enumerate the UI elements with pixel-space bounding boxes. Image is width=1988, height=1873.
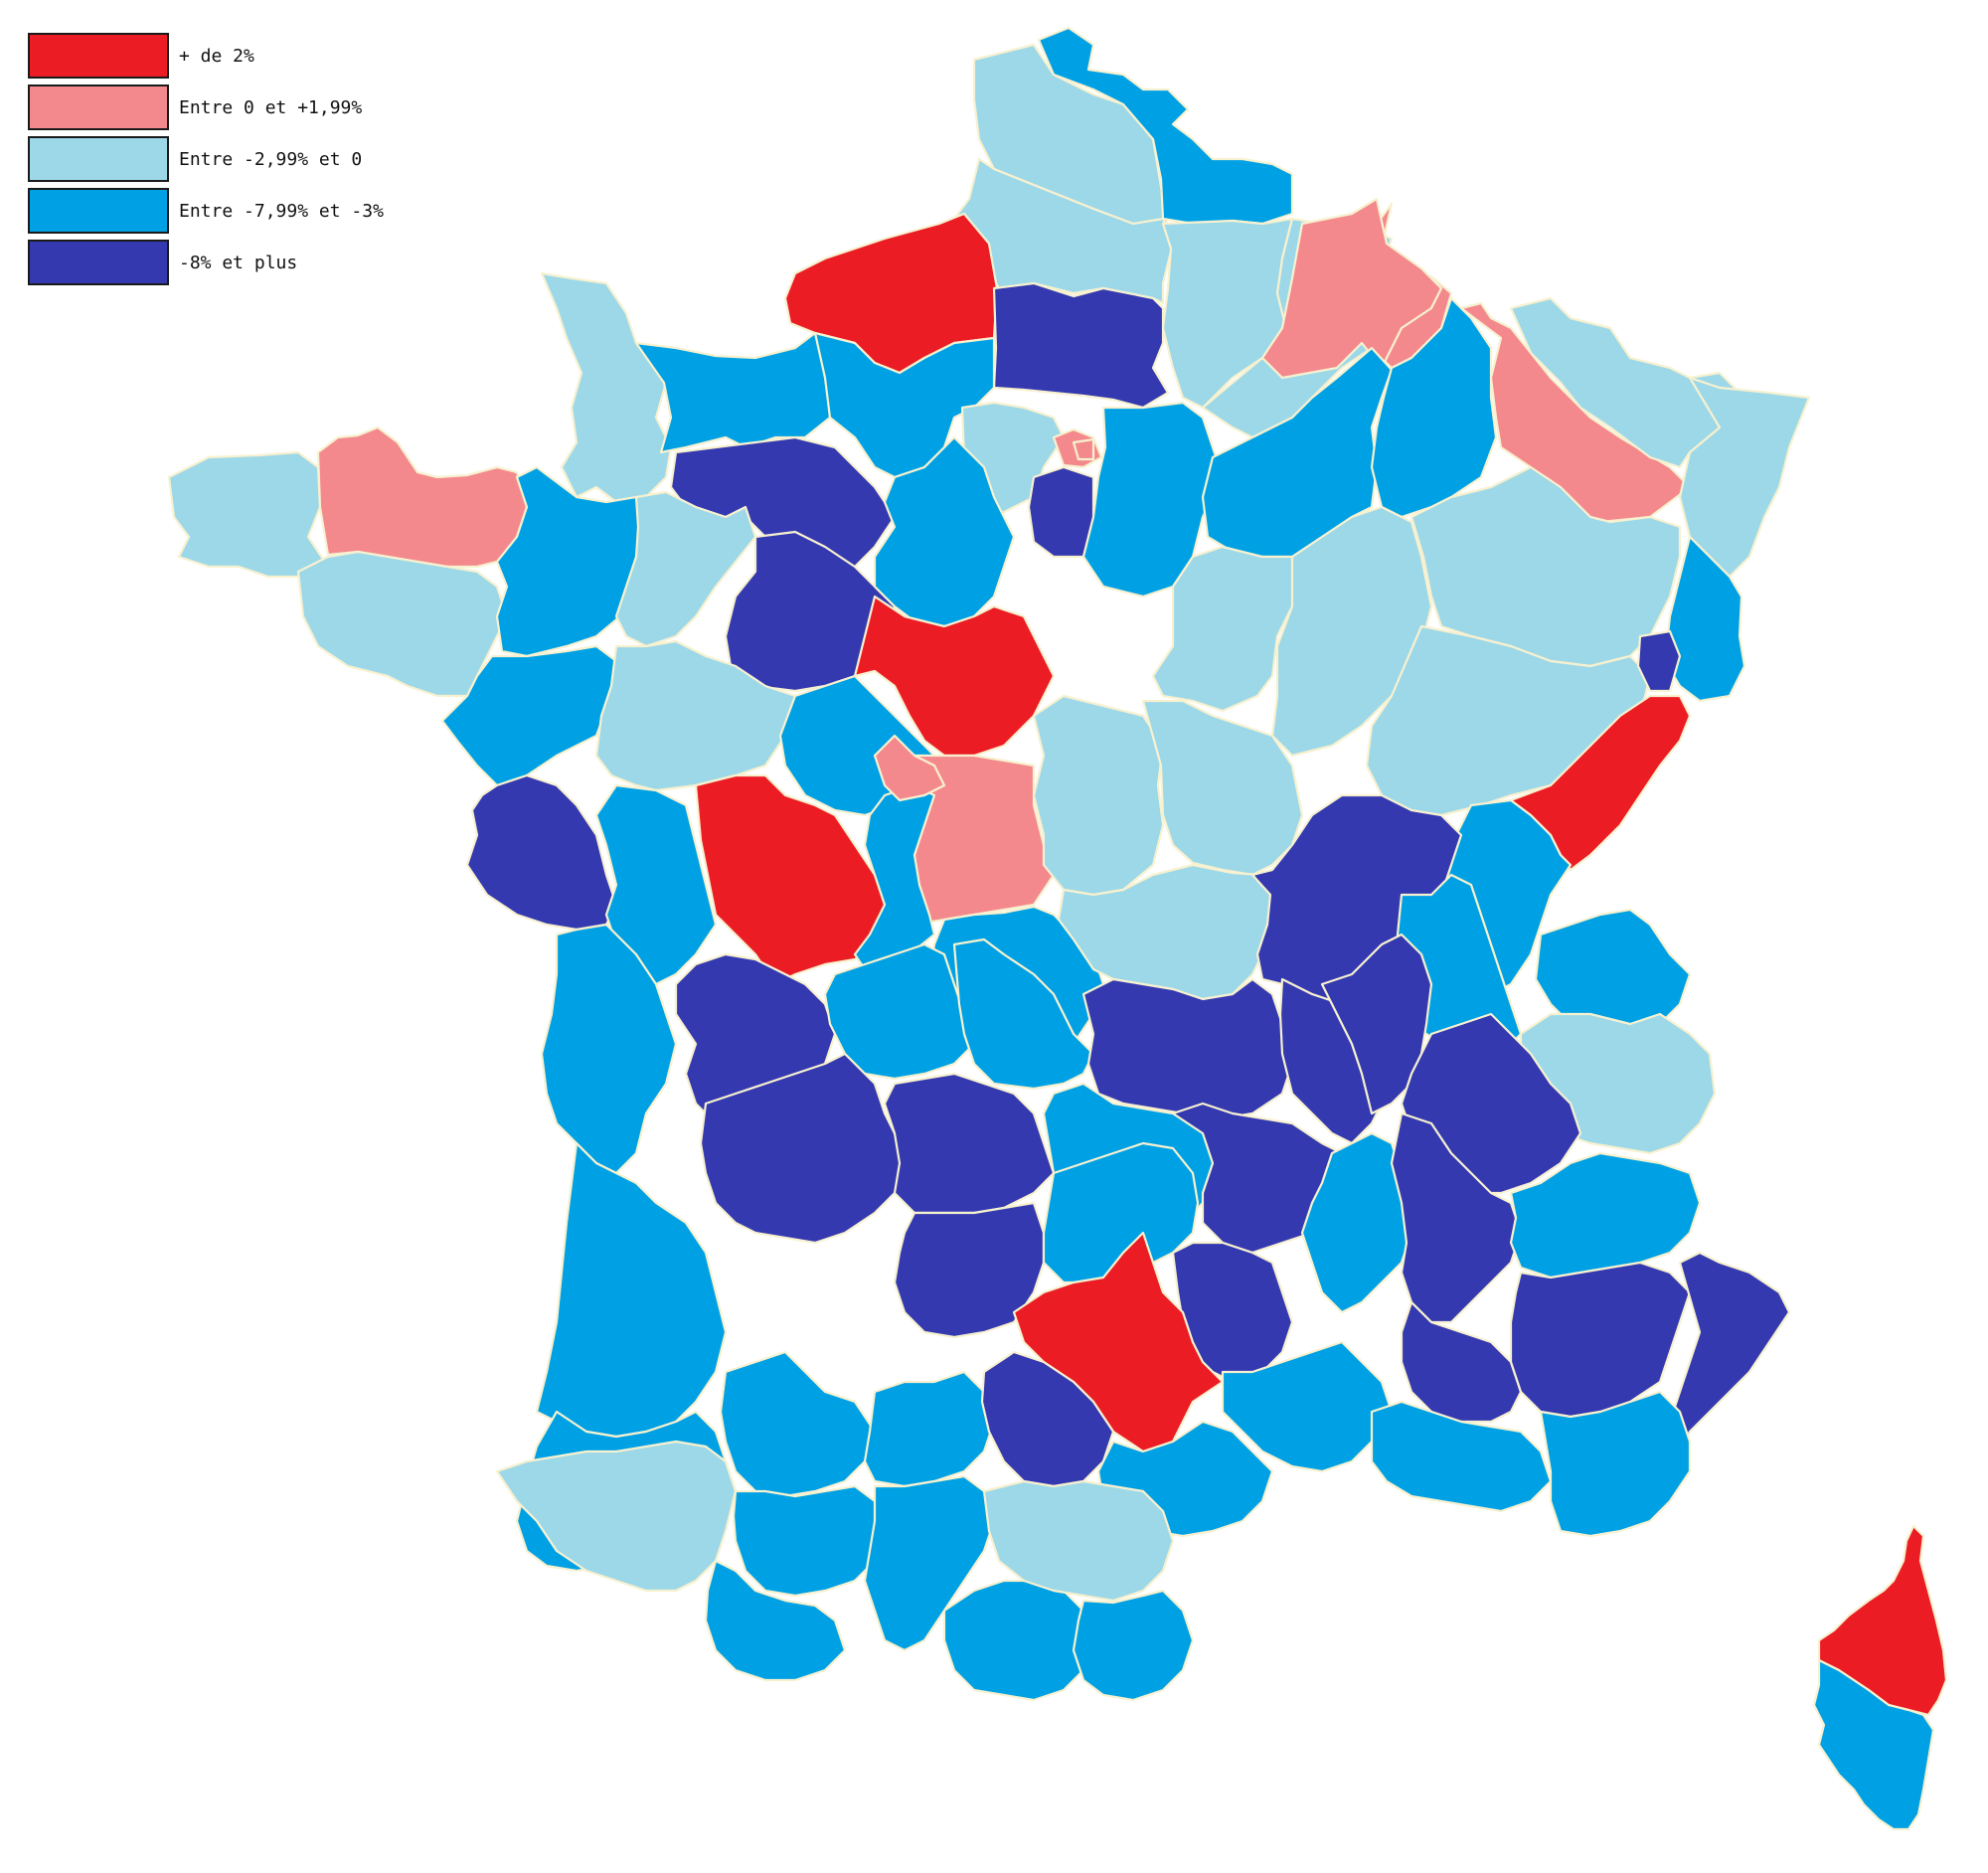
legend-swatch-0to2 [28, 85, 169, 130]
dept-ardennes-main[interactable] [1260, 197, 1443, 380]
dept-meurthe-et-moselle[interactable] [1459, 301, 1692, 529]
dept-pyrenees-atlantiques[interactable] [495, 1440, 738, 1593]
dept-vosges[interactable] [1409, 465, 1682, 668]
map-legend: + de 2% Entre 0 et +1,99% Entre -2,99% e… [28, 30, 384, 288]
dept-essonne[interactable] [1027, 465, 1095, 559]
dept-meuse[interactable] [1370, 296, 1498, 519]
dept-gers[interactable] [732, 1484, 887, 1598]
legend-swatch-m8plus [28, 240, 169, 285]
dept-creuse[interactable] [952, 937, 1095, 1091]
dept-eure-et-loir[interactable] [873, 435, 1016, 628]
dept-ardeche[interactable] [1300, 1131, 1413, 1314]
dept-mayenne[interactable] [614, 490, 757, 648]
legend-swatch-m3to0 [28, 136, 169, 182]
dept-corse-du-sud[interactable] [1812, 1658, 1935, 1831]
dept-pyrenees-orientales[interactable] [1072, 1589, 1195, 1702]
dept-charente-maritime[interactable] [540, 923, 678, 1175]
dept-haute-vienne[interactable] [823, 942, 976, 1081]
legend-item-m8plus: -8% et plus [28, 237, 384, 288]
dept-ariege[interactable] [942, 1579, 1095, 1702]
legend-label-m8plus: -8% et plus [179, 252, 298, 273]
dept-ille-et-vilaine[interactable] [495, 465, 643, 658]
dept-hautes-alpes[interactable] [1509, 1151, 1702, 1279]
dept-alpes-maritimes[interactable] [1668, 1251, 1791, 1453]
dept-somme[interactable] [1161, 217, 1294, 410]
legend-item-0to2: Entre 0 et +1,99% [28, 82, 384, 133]
dept-bas-rhin[interactable] [1678, 376, 1811, 579]
dept-finistere[interactable] [167, 450, 330, 579]
dept-cote-d-or[interactable] [1141, 699, 1304, 877]
dept-deux-sevres[interactable] [594, 783, 718, 986]
dept-tarn-et-garonne[interactable] [863, 1370, 996, 1488]
legend-swatch-plus2 [28, 33, 169, 79]
dept-var[interactable] [1539, 1390, 1692, 1538]
legend-item-m3to0: Entre -2,99% et 0 [28, 133, 384, 185]
legend-label-0to2: Entre 0 et +1,99% [179, 96, 363, 118]
dept-yonne[interactable] [1032, 694, 1165, 897]
dept-lot[interactable] [893, 1201, 1046, 1339]
dept-cotes-d-armor[interactable] [316, 426, 529, 569]
dept-aude[interactable] [982, 1479, 1175, 1603]
dept-nievre[interactable] [1057, 863, 1274, 1001]
dept-loiret[interactable] [853, 595, 1056, 758]
dept-hautes-pyrenees[interactable] [704, 1559, 847, 1682]
legend-label-plus2: + de 2% [179, 45, 254, 67]
dept-calvados[interactable] [634, 331, 832, 454]
dept-aube[interactable] [1151, 545, 1304, 713]
dept-manche[interactable] [540, 271, 673, 504]
legend-item-m8tom3: Entre -7,99% et -3% [28, 185, 384, 237]
dept-bouches-du-rhone[interactable] [1370, 1400, 1553, 1513]
legend-label-m3to0: Entre -2,99% et 0 [179, 148, 363, 170]
dept-vendee[interactable] [465, 773, 618, 932]
dept-indre-west[interactable] [873, 734, 946, 802]
dept-hauts-de-seine[interactable] [1072, 437, 1095, 461]
dept-haut-rhin[interactable] [1663, 535, 1746, 703]
dept-tarn[interactable] [980, 1350, 1115, 1488]
dept-maine-et-loire[interactable] [594, 639, 797, 792]
legend-item-plus2: + de 2% [28, 30, 384, 82]
dept-alpes-de-haute-provence[interactable] [1509, 1261, 1692, 1419]
dept-lot-et-garonne[interactable] [719, 1350, 877, 1498]
dept-haute-savoie[interactable] [1534, 908, 1692, 1036]
dept-gironde[interactable] [535, 1141, 728, 1439]
dept-vaucluse[interactable] [1400, 1300, 1523, 1424]
dept-territoire-de-belfort[interactable] [1636, 629, 1682, 693]
dept-nord-east[interactable] [1037, 26, 1294, 226]
dept-morbihan[interactable] [296, 550, 509, 698]
dept-drome[interactable] [1390, 1111, 1523, 1324]
dept-allier[interactable] [1081, 977, 1294, 1120]
legend-swatch-m8tom3 [28, 188, 169, 234]
dept-oise[interactable] [992, 281, 1170, 410]
legend-label-m8tom3: Entre -7,99% et -3% [179, 200, 384, 222]
dept-correze[interactable] [883, 1072, 1056, 1215]
